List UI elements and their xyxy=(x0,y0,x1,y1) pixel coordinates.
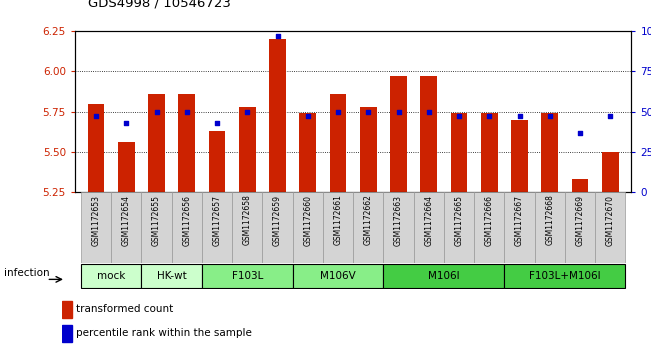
Bar xyxy=(383,265,505,288)
Bar xyxy=(511,120,528,192)
Bar xyxy=(565,192,595,263)
Text: GDS4998 / 10546723: GDS4998 / 10546723 xyxy=(88,0,230,9)
Bar xyxy=(270,39,286,192)
Text: GSM1172660: GSM1172660 xyxy=(303,195,312,245)
Bar xyxy=(232,192,262,263)
Bar xyxy=(390,76,407,192)
Text: GSM1172663: GSM1172663 xyxy=(394,195,403,245)
Text: GSM1172665: GSM1172665 xyxy=(454,195,464,245)
Bar xyxy=(353,192,383,263)
Bar xyxy=(141,192,172,263)
Bar xyxy=(602,152,618,192)
Text: infection: infection xyxy=(4,268,49,278)
Point xyxy=(424,109,434,115)
Bar xyxy=(81,192,111,263)
Point xyxy=(272,33,283,38)
Text: GSM1172659: GSM1172659 xyxy=(273,195,282,245)
Text: mock: mock xyxy=(97,271,126,281)
Bar xyxy=(534,192,565,263)
Bar xyxy=(62,325,72,342)
Text: M106V: M106V xyxy=(320,271,356,281)
Text: GSM1172655: GSM1172655 xyxy=(152,195,161,245)
Text: GSM1172654: GSM1172654 xyxy=(122,195,131,245)
Bar xyxy=(118,142,135,192)
Bar xyxy=(323,192,353,263)
Bar xyxy=(293,192,323,263)
Bar xyxy=(88,103,104,192)
Point xyxy=(514,114,525,119)
Point xyxy=(454,114,464,119)
Bar xyxy=(111,192,141,263)
Text: GSM1172656: GSM1172656 xyxy=(182,195,191,245)
Point xyxy=(121,120,132,126)
Text: transformed count: transformed count xyxy=(76,305,173,314)
Text: GSM1172666: GSM1172666 xyxy=(485,195,494,245)
Bar xyxy=(572,179,589,192)
Bar xyxy=(239,107,256,192)
Point xyxy=(303,114,313,119)
Text: GSM1172669: GSM1172669 xyxy=(575,195,585,245)
Bar xyxy=(209,131,225,192)
Bar xyxy=(62,301,72,318)
Bar xyxy=(505,265,626,288)
Bar xyxy=(413,192,444,263)
Text: M106I: M106I xyxy=(428,271,460,281)
Bar xyxy=(202,265,293,288)
Point xyxy=(393,109,404,115)
Bar xyxy=(444,192,474,263)
Text: HK-wt: HK-wt xyxy=(157,271,187,281)
Bar xyxy=(148,94,165,192)
Bar xyxy=(262,192,293,263)
Point xyxy=(182,109,192,115)
Bar xyxy=(383,192,413,263)
Bar xyxy=(421,76,437,192)
Text: GSM1172657: GSM1172657 xyxy=(212,195,221,245)
Text: F103L+M106I: F103L+M106I xyxy=(529,271,601,281)
Bar xyxy=(202,192,232,263)
Bar xyxy=(505,192,534,263)
Text: GSM1172667: GSM1172667 xyxy=(515,195,524,245)
Bar xyxy=(595,192,626,263)
Point xyxy=(363,109,374,115)
Point xyxy=(151,109,161,115)
Bar xyxy=(474,192,505,263)
Bar xyxy=(329,94,346,192)
Bar xyxy=(81,265,141,288)
Text: GSM1172664: GSM1172664 xyxy=(424,195,434,245)
Bar xyxy=(360,107,377,192)
Point xyxy=(242,109,253,115)
Point xyxy=(545,114,555,119)
Bar xyxy=(299,113,316,192)
Point xyxy=(484,114,495,119)
Point xyxy=(333,109,343,115)
Bar xyxy=(178,94,195,192)
Text: F103L: F103L xyxy=(232,271,263,281)
Bar xyxy=(450,113,467,192)
Point xyxy=(605,114,615,119)
Point xyxy=(212,120,222,126)
Text: percentile rank within the sample: percentile rank within the sample xyxy=(76,329,252,338)
Bar xyxy=(141,265,202,288)
Text: GSM1172668: GSM1172668 xyxy=(546,195,554,245)
Bar xyxy=(542,113,558,192)
Point xyxy=(575,130,585,135)
Text: GSM1172662: GSM1172662 xyxy=(364,195,373,245)
Text: GSM1172661: GSM1172661 xyxy=(333,195,342,245)
Text: GSM1172670: GSM1172670 xyxy=(606,195,615,245)
Text: GSM1172658: GSM1172658 xyxy=(243,195,252,245)
Bar xyxy=(481,113,497,192)
Bar xyxy=(172,192,202,263)
Bar xyxy=(293,265,383,288)
Text: GSM1172653: GSM1172653 xyxy=(92,195,100,245)
Point xyxy=(91,114,102,119)
